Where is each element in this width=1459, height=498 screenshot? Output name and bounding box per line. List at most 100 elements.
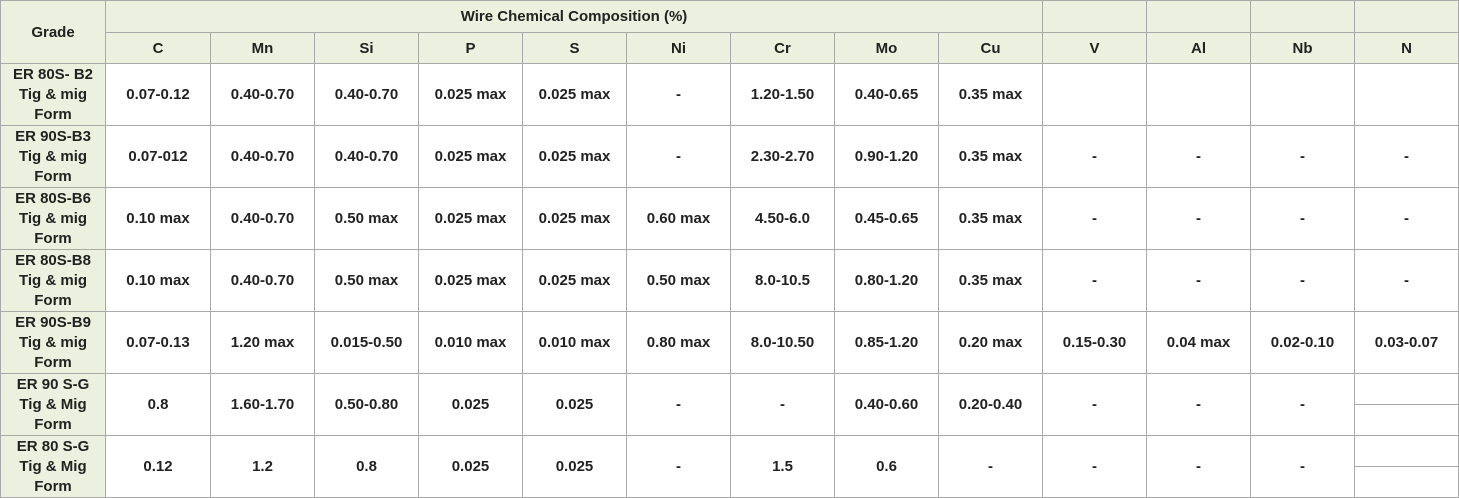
- value-cell: 0.40-0.60: [834, 373, 939, 436]
- grade-line: Form: [34, 416, 72, 433]
- value-cell: -: [626, 373, 731, 436]
- value-cell: 0.025 max: [522, 125, 627, 188]
- value-cell: -: [938, 435, 1043, 498]
- grade-line: Form: [34, 478, 72, 495]
- value-cell: 0.025 max: [522, 249, 627, 312]
- value-cell: 0.50 max: [314, 249, 419, 312]
- grade-line: ER 90S-B3: [15, 128, 91, 145]
- value-cell: 0.40-0.70: [210, 187, 315, 250]
- value-cell: 2.30-2.70: [730, 125, 835, 188]
- value-cell: 0.40-0.70: [210, 249, 315, 312]
- grade-line: Tig & mig: [18, 210, 88, 227]
- grade-line: ER 80S-B6: [15, 190, 91, 207]
- value-cell: 0.025 max: [418, 63, 523, 126]
- value-cell: 0.90-1.20: [834, 125, 939, 188]
- value-cell: 0.40-0.70: [210, 125, 315, 188]
- value-cell: -: [626, 125, 731, 188]
- grade-line: Tig & mig: [18, 334, 88, 351]
- value-cell: -: [626, 63, 731, 126]
- grade-line: ER 80 S-G: [16, 438, 90, 455]
- column-header: Si: [314, 32, 419, 64]
- value-cell: 0.025 max: [418, 187, 523, 250]
- value-cell: 0.025: [418, 435, 523, 498]
- value-cell: 0.35 max: [938, 187, 1043, 250]
- blank-cell: [1042, 63, 1147, 126]
- value-cell: -: [1250, 373, 1355, 436]
- column-header: N: [1354, 32, 1459, 64]
- value-cell: 0.60 max: [626, 187, 731, 250]
- grade-line: Tig & mig: [18, 148, 88, 165]
- value-cell: 0.025: [418, 373, 523, 436]
- value-cell: -: [1354, 125, 1459, 188]
- grade-line: Tig & Mig: [19, 458, 87, 475]
- value-cell: 1.2: [210, 435, 315, 498]
- value-cell: 0.025: [522, 435, 627, 498]
- column-header: V: [1042, 32, 1147, 64]
- grade-cell: ER 80S-B6 Tig & mig Form: [0, 187, 106, 250]
- column-header: Cu: [938, 32, 1043, 64]
- value-cell: 0.45-0.65: [834, 187, 939, 250]
- value-cell: 0.40-0.65: [834, 63, 939, 126]
- value-cell: -: [1250, 125, 1355, 188]
- blank-header: [1250, 0, 1355, 33]
- grade-cell: ER 80 S-G Tig & Mig Form: [0, 435, 106, 498]
- blank-cell: [1354, 404, 1459, 436]
- value-cell: 0.35 max: [938, 63, 1043, 126]
- value-cell: 0.35 max: [938, 249, 1043, 312]
- value-cell: 0.03-0.07: [1354, 311, 1459, 374]
- value-cell: 0.02-0.10: [1250, 311, 1355, 374]
- group-header: Wire Chemical Composition (%): [105, 0, 1043, 33]
- value-cell: -: [1146, 187, 1251, 250]
- value-cell: 0.010 max: [418, 311, 523, 374]
- column-header: Ni: [626, 32, 731, 64]
- grade-line: Form: [34, 168, 72, 185]
- value-cell: -: [626, 435, 731, 498]
- grade-line: ER 90 S-G: [16, 376, 90, 393]
- value-cell: 0.015-0.50: [314, 311, 419, 374]
- value-cell: 0.010 max: [522, 311, 627, 374]
- grade-line: ER 80S- B2: [12, 66, 94, 83]
- value-cell: -: [1042, 373, 1147, 436]
- grade-line: Form: [34, 106, 72, 123]
- grade-line: ER 80S-B8: [15, 252, 91, 269]
- value-cell: 0.025 max: [522, 187, 627, 250]
- grade-line: Tig & mig: [18, 272, 88, 289]
- value-cell: 0.10 max: [105, 187, 211, 250]
- value-cell: -: [1250, 435, 1355, 498]
- grade-line: ER 90S-B9: [15, 314, 91, 331]
- value-cell: 0.10 max: [105, 249, 211, 312]
- blank-cell: [1354, 63, 1459, 126]
- column-header: Cr: [730, 32, 835, 64]
- value-cell: 1.20-1.50: [730, 63, 835, 126]
- grade-line: Tig & mig: [18, 86, 88, 103]
- grade-line: Tig & Mig: [19, 396, 87, 413]
- value-cell: -: [1146, 435, 1251, 498]
- value-cell: 0.80-1.20: [834, 249, 939, 312]
- value-cell: 0.40-0.70: [314, 63, 419, 126]
- grade-cell: ER 80S-B8 Tig & mig Form: [0, 249, 106, 312]
- value-cell: 8.0-10.50: [730, 311, 835, 374]
- value-cell: -: [1146, 125, 1251, 188]
- blank-cell: [1354, 435, 1459, 467]
- value-cell: 0.025: [522, 373, 627, 436]
- value-cell: 0.025 max: [418, 125, 523, 188]
- value-cell: -: [1042, 125, 1147, 188]
- blank-cell: [1354, 373, 1459, 405]
- value-cell: -: [1250, 249, 1355, 312]
- value-cell: 0.8: [105, 373, 211, 436]
- value-cell: 0.12: [105, 435, 211, 498]
- value-cell: -: [730, 373, 835, 436]
- value-cell: 0.07-012: [105, 125, 211, 188]
- value-cell: 1.20 max: [210, 311, 315, 374]
- value-cell: 0.20 max: [938, 311, 1043, 374]
- column-header: S: [522, 32, 627, 64]
- blank-header: [1146, 0, 1251, 33]
- value-cell: 8.0-10.5: [730, 249, 835, 312]
- value-cell: 0.07-0.12: [105, 63, 211, 126]
- value-cell: 0.20-0.40: [938, 373, 1043, 436]
- value-cell: -: [1146, 249, 1251, 312]
- value-cell: 0.80 max: [626, 311, 731, 374]
- grade-cell: ER 80S- B2 Tig & mig Form: [0, 63, 106, 126]
- column-header: Mo: [834, 32, 939, 64]
